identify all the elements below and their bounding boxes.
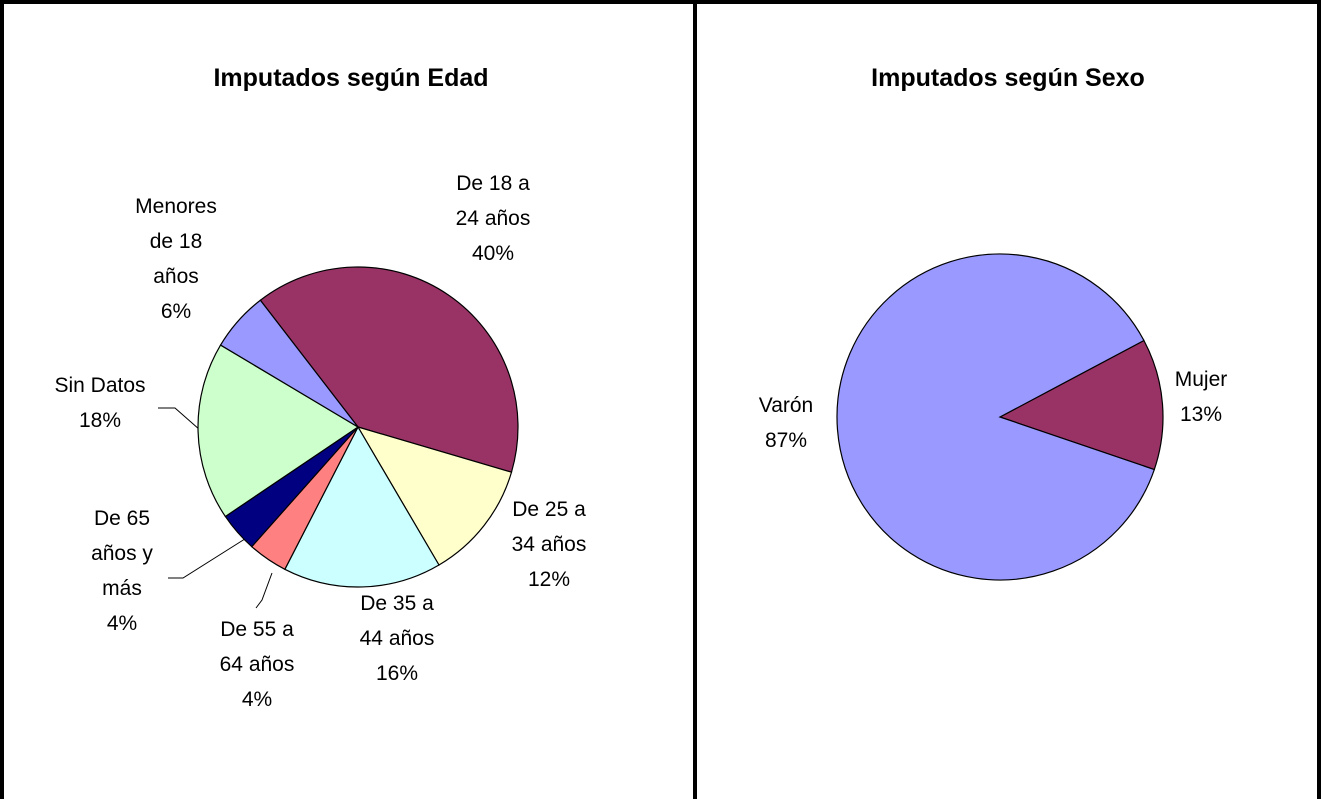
value-label: 4% [242,688,272,711]
pie-slice [219,299,359,428]
pie-slice [356,425,513,566]
value-label: 12% [528,568,570,591]
label-line: años [153,265,199,288]
label-line: Sin Datos [54,374,145,397]
label-line: De 65 [94,507,150,530]
label-line: De 25 a [512,498,586,521]
pie-slice [284,425,440,588]
chart-title: Imputados según Sexo [871,64,1145,92]
value-label: 16% [376,662,418,685]
leader-line [168,536,249,579]
label-line: 34 años [512,533,587,556]
label-line: 64 años [220,653,295,676]
label-line: Menores [135,195,217,218]
value-label: 13% [1180,403,1222,426]
label-line: 24 años [456,207,531,230]
leader-line [158,407,201,431]
pie-slice [998,339,1164,471]
pie-slice [197,344,360,518]
label-line: 44 años [360,627,435,650]
value-label: 4% [107,612,137,635]
label-line: De 35 a [360,592,434,615]
label-line: De 55 a [220,618,294,641]
label-line: años y [91,542,153,565]
slice-label: Menores de 18 años [135,195,217,288]
label-line: más [102,577,142,600]
slice-label: De 35 a 44 años [360,592,435,650]
value-label: 87% [765,429,807,452]
slice-label: De 25 a 34 años [512,498,587,556]
slice-label: De 18 a 24 años [456,172,531,230]
slice-label: De 55 a 64 años [220,618,295,676]
value-label: 18% [79,409,121,432]
pie-slice [836,253,1156,581]
label-line: Mujer [1175,368,1228,391]
leader-line [255,572,273,609]
pie-slice [259,266,519,473]
chart-title: Imputados según Edad [213,64,488,92]
label-line: Varón [759,394,813,417]
label-line: de 18 [150,230,203,253]
value-label: 40% [472,242,514,265]
slice-label: Varón [759,394,813,417]
slice-label: Mujer [1175,368,1228,391]
value-label: 6% [161,300,191,323]
slice-label: Sin Datos [54,374,145,397]
label-line: De 18 a [456,172,530,195]
slice-label: De 65 años y más [91,507,153,600]
